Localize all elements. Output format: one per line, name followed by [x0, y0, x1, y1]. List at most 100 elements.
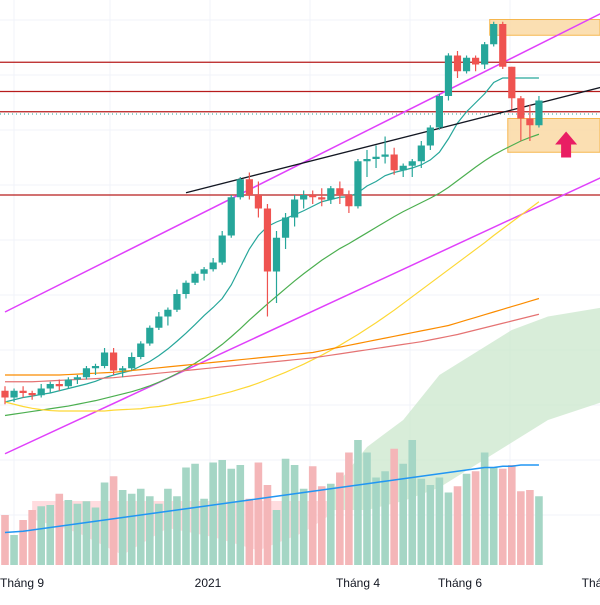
candle-body: [254, 195, 262, 209]
volume-bar: [236, 465, 245, 565]
candle-body: [245, 179, 253, 195]
candle-body: [91, 366, 100, 369]
candle-body: [399, 165, 407, 171]
volume-bar: [444, 492, 453, 565]
candle-body: [408, 161, 416, 166]
candle-body: [182, 282, 190, 294]
candle-body: [272, 237, 281, 272]
channel-line: [4, 177, 600, 455]
volume-bar: [164, 488, 172, 565]
candle-body: [309, 195, 317, 198]
candle-body: [110, 352, 118, 371]
volume-bar: [127, 493, 136, 565]
volume-bar: [272, 510, 281, 565]
candle-body: [345, 195, 353, 207]
candle-body: [37, 388, 45, 396]
candle-body: [291, 199, 299, 218]
volume-bar: [498, 468, 507, 565]
moving-average-line: [4, 133, 540, 417]
x-tick-label: 2021: [195, 576, 222, 590]
candle-body: [517, 98, 525, 119]
volume-bar: [417, 478, 426, 565]
volume-bar: [471, 471, 480, 565]
candle-body: [19, 390, 27, 393]
volume-bar: [64, 500, 73, 565]
up-arrow-shape: [555, 131, 578, 158]
candle-body: [119, 368, 127, 371]
candle-body: [28, 393, 36, 396]
candle-body: [453, 55, 462, 72]
candle-body: [218, 235, 226, 263]
signal-arrow: [555, 131, 578, 158]
volume-bar: [462, 473, 471, 565]
volume-bar: [19, 520, 27, 565]
candle-body: [499, 24, 507, 67]
candle-body: [173, 294, 181, 310]
volume-bar: [146, 496, 154, 565]
volume-bar: [372, 477, 380, 565]
supply-demand-zones: [489, 19, 600, 153]
candle-body: [462, 57, 471, 72]
volume-bars: [1, 440, 543, 565]
volume-moving-average: [4, 464, 539, 534]
volume-bar: [426, 485, 435, 565]
candle-body: [55, 384, 63, 387]
candle-body: [209, 262, 217, 270]
candle-body: [281, 217, 290, 238]
volume-bar: [336, 472, 344, 565]
candle-body: [100, 352, 109, 366]
volume-bar: [91, 507, 100, 565]
trendline: [185, 86, 600, 194]
candle-body: [300, 195, 308, 200]
volume-bar: [209, 462, 217, 565]
volume-bar: [526, 490, 534, 565]
trendline-line: [185, 86, 600, 194]
volume-bar: [28, 510, 36, 565]
volume-bar: [37, 506, 45, 565]
volume-bar: [381, 471, 389, 565]
moving-average-line: [5, 297, 540, 376]
candle-body: [535, 100, 543, 126]
volume-bar: [100, 482, 109, 565]
candle-body: [481, 44, 489, 65]
volume-bar: [218, 460, 226, 565]
volume-bar: [263, 485, 272, 565]
candle-body: [64, 379, 72, 387]
candle-body: [435, 96, 443, 128]
volume-bar: [281, 458, 290, 565]
candle-body: [381, 154, 389, 157]
candle-body: [1, 390, 9, 398]
candle-body: [390, 154, 398, 171]
candle-body: [426, 127, 434, 146]
volume-bar: [136, 488, 145, 565]
volume-bar: [46, 505, 55, 565]
volume-bar: [435, 477, 444, 565]
moving-averages: [4, 77, 540, 417]
volume-bar: [82, 501, 91, 565]
candle-body: [490, 24, 498, 45]
volume-bar: [363, 452, 371, 565]
candle-body: [227, 197, 235, 236]
volume-bar: [408, 440, 417, 565]
candle-body: [128, 357, 136, 369]
candle-body: [526, 118, 534, 126]
volume-bar: [390, 448, 398, 565]
volume-bar: [345, 452, 353, 565]
candle-body: [354, 161, 362, 207]
candle-body: [82, 368, 91, 378]
candle-body: [363, 159, 371, 162]
candle-body: [146, 327, 154, 344]
volume-bar: [73, 503, 82, 565]
volume-bar: [480, 452, 489, 565]
candle-body: [444, 55, 453, 96]
volume-bar: [227, 468, 236, 565]
volume-bar: [399, 463, 407, 565]
candle-body: [472, 57, 480, 65]
candle-body: [336, 188, 344, 195]
volume-bar: [191, 463, 199, 565]
channel-line: [4, 13, 600, 313]
x-axis: Tháng 9 2021 Tháng 4 Tháng 6 Thá: [0, 576, 600, 590]
candle-body: [263, 208, 272, 272]
candle-body: [417, 145, 425, 162]
candle-body: [137, 343, 145, 357]
